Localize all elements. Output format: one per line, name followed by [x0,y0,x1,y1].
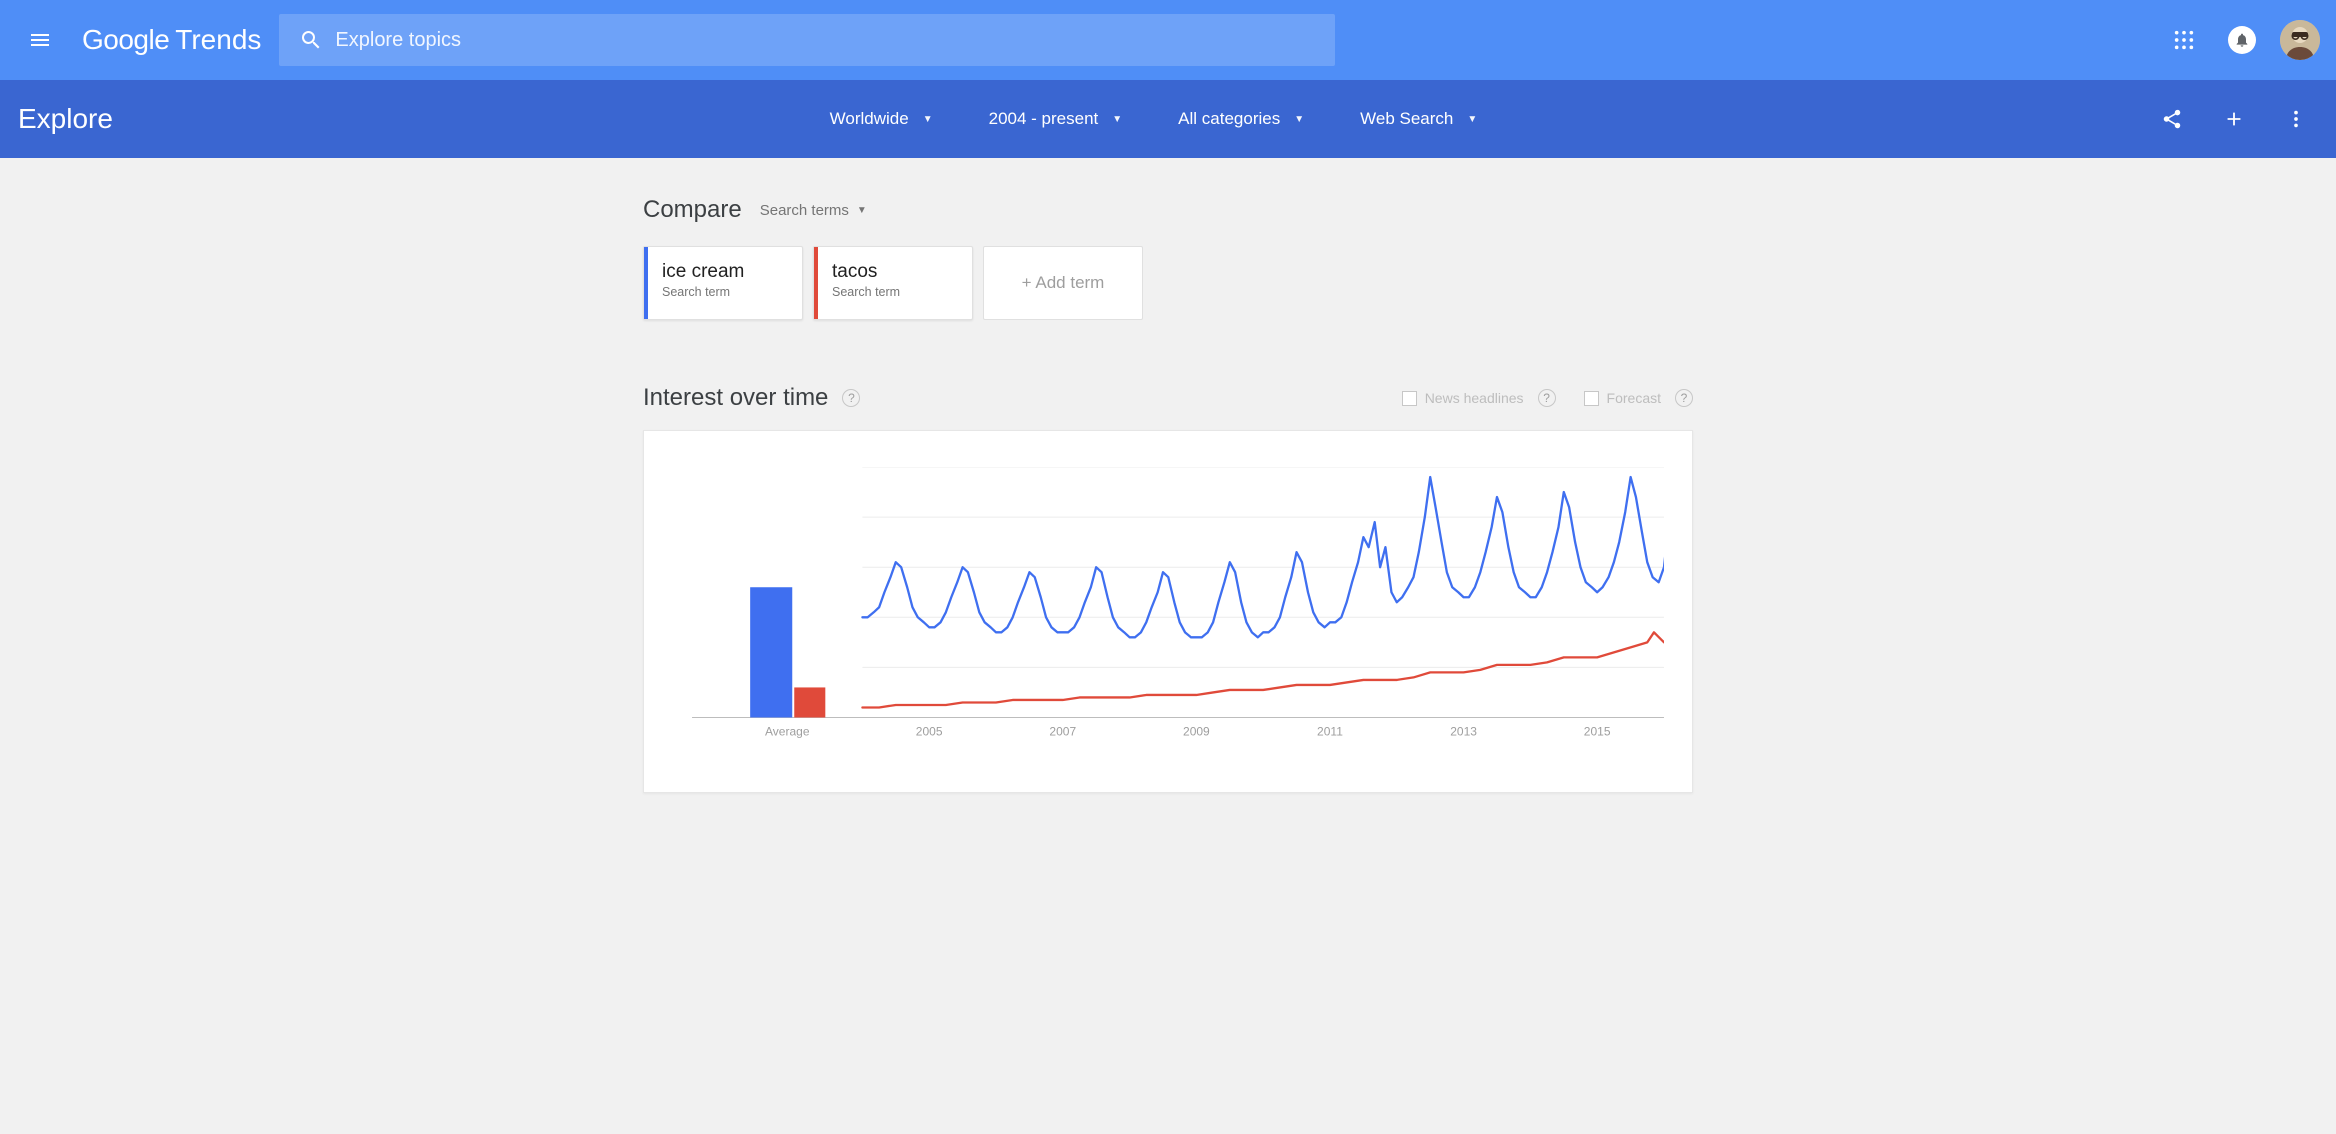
interest-over-time-chart: Average 2005 2007 2009 2011 2013 2015 [672,467,1664,774]
help-icon[interactable]: ? [1675,389,1693,407]
search-input[interactable] [335,29,1327,52]
compare-title: Compare [643,196,742,224]
svg-text:2009: 2009 [1183,725,1210,739]
filter-label: Worldwide [830,109,909,129]
chart-toggle[interactable]: News headlines? [1402,389,1556,407]
add-term-button[interactable]: + Add term [983,246,1143,320]
svg-text:2005: 2005 [916,725,943,739]
filter-dropdown[interactable]: All categories ▼ [1178,109,1304,129]
filter-dropdown[interactable]: Worldwide ▼ [830,109,933,129]
filter-bar: Worldwide ▼ 2004 - present ▼ All categories ▼… [165,109,2142,129]
svg-text:2011: 2011 [1317,725,1343,739]
search-bar[interactable] [279,14,1335,66]
plus-icon[interactable] [2216,101,2252,137]
filter-label: 2004 - present [989,109,1099,129]
page-title: Explore [18,103,113,135]
filter-label: All categories [1178,109,1280,129]
term-label: tacos [832,261,956,283]
svg-text:2007: 2007 [1049,725,1076,739]
filter-dropdown[interactable]: 2004 - present ▼ [989,109,1123,129]
logo-trends: Trends [175,24,261,56]
svg-text:Average: Average [765,725,810,739]
notifications-icon[interactable] [2222,20,2262,60]
sub-actions [2154,101,2314,137]
header-actions [2164,20,2320,60]
more-icon[interactable] [2278,101,2314,137]
header-top: Google Trends [0,0,2336,80]
chevron-down-icon: ▼ [923,114,933,125]
chevron-down-icon: ▼ [857,205,867,216]
checkbox-icon [1584,391,1599,406]
term-color-stripe [644,247,648,319]
chevron-down-icon: ▼ [1112,114,1122,125]
search-icon[interactable] [287,16,335,64]
share-icon[interactable] [2154,101,2190,137]
toggle-label: Forecast [1607,390,1661,406]
svg-text:2015: 2015 [1584,725,1611,739]
term-cards: ice cream Search term tacos Search term + Ad… [643,246,1693,320]
compare-type-dropdown[interactable]: Search terms ▼ [760,202,867,219]
apps-icon[interactable] [2164,20,2204,60]
term-sublabel: Search term [832,285,956,299]
term-card[interactable]: ice cream Search term [643,246,803,320]
chevron-down-icon: ▼ [1467,114,1477,125]
chart-card: Average 2005 2007 2009 2011 2013 2015 [643,430,1693,793]
logo-google: Google [82,24,169,56]
term-color-stripe [814,247,818,319]
main-content: Compare Search terms ▼ ice cream Search t… [643,158,1693,793]
filter-label: Web Search [1360,109,1453,129]
compare-header: Compare Search terms ▼ [643,196,1693,224]
checkbox-icon [1402,391,1417,406]
logo[interactable]: Google Trends [82,24,261,56]
term-label: ice cream [662,261,786,283]
term-card[interactable]: tacos Search term [813,246,973,320]
help-icon[interactable]: ? [842,389,860,407]
chart-section-title: Interest over time [643,384,828,412]
menu-icon[interactable] [16,16,64,64]
chevron-down-icon: ▼ [1294,114,1304,125]
help-icon[interactable]: ? [1538,389,1556,407]
toggle-label: News headlines [1425,390,1524,406]
chart-toggles: News headlines?Forecast? [1374,389,1693,407]
header-sub: Explore Worldwide▼2004 - present▼All cat… [0,80,2336,158]
chart-section-header: Interest over time ? News headlines?Fore… [643,384,1693,412]
filter-dropdown[interactable]: Web Search ▼ [1360,109,1477,129]
compare-type-label: Search terms [760,202,849,219]
account-avatar[interactable] [2280,20,2320,60]
svg-text:2013: 2013 [1450,725,1477,739]
chart-toggle[interactable]: Forecast? [1584,389,1693,407]
term-sublabel: Search term [662,285,786,299]
